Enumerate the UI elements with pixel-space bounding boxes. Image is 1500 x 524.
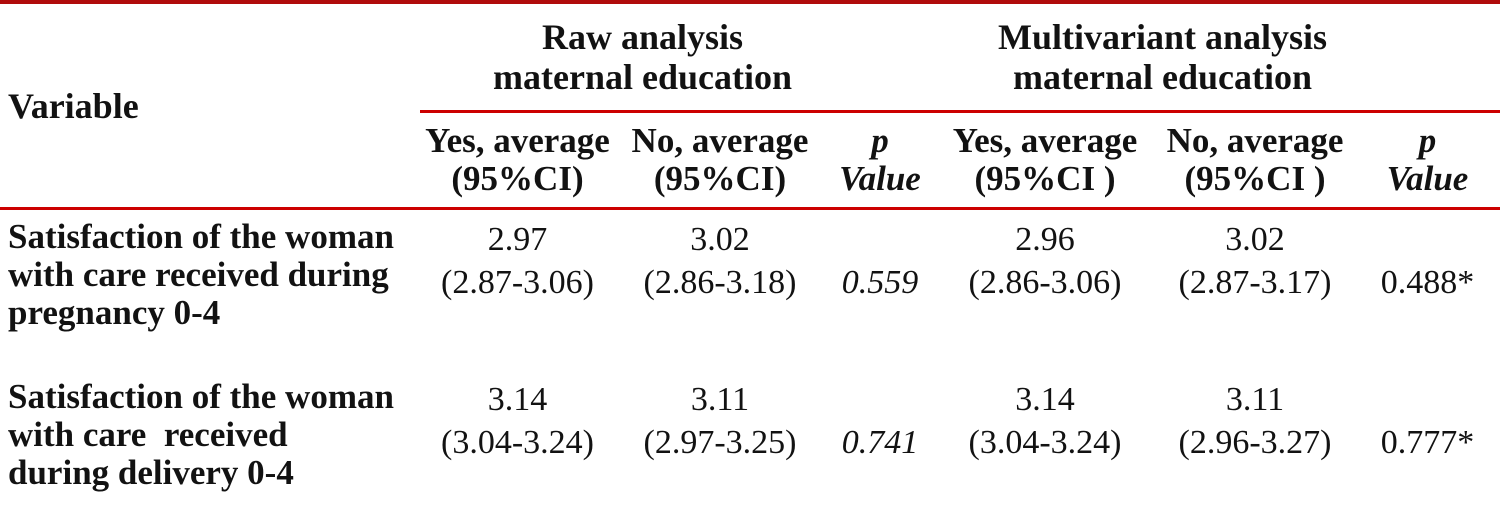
ci-value: (2.97-3.25): [643, 424, 797, 461]
sub-header-multi-yes: Yes, average (95%CI ): [935, 111, 1156, 210]
row2-multi-yes-cell: 3.14 (3.04-3.24): [935, 370, 1155, 524]
column-header-variable: Variable: [0, 2, 420, 210]
mean-value: 3.02: [1225, 221, 1285, 258]
mean-value: 3.11: [1225, 381, 1285, 418]
sub-header-raw-no: No, average (95%CI): [615, 111, 825, 210]
table-row-delivery: Satisfaction of the woman with care rece…: [0, 370, 1500, 524]
sub-header-multi-no: No, average (95%CI ): [1155, 111, 1356, 210]
p-value: 0.741: [841, 424, 919, 461]
sub-header-raw-yes-line1: Yes, average: [425, 121, 610, 160]
ci-value: (2.87-3.17): [1178, 264, 1332, 301]
mean-value: 3.02: [690, 221, 750, 258]
mean-value: 3.14: [1015, 381, 1075, 418]
group-header-multivariant-analysis: Multivariant analysis maternal education: [935, 2, 1500, 113]
sub-header-multi-no-line2: (95%CI ): [1184, 159, 1326, 198]
ci-value: (2.86-3.18): [643, 264, 797, 301]
row1-raw-pvalue-cell: 0.559: [825, 209, 935, 371]
sub-header-multi-p-line2: Value: [1386, 159, 1469, 198]
p-value: 0.559: [841, 264, 919, 301]
sub-header-raw-yes: Yes, average (95%CI): [420, 111, 615, 210]
p-value: 0.777*: [1380, 424, 1475, 461]
row2-raw-pvalue-cell: 0.741: [825, 370, 935, 524]
ci-value: (2.87-3.06): [441, 264, 594, 301]
sub-header-raw-no-line1: No, average: [631, 121, 809, 160]
group-header-multi-line2: maternal education: [1013, 57, 1312, 97]
sub-header-raw-pvalue: p Value: [825, 111, 936, 210]
sub-header-row: Yes, average (95%CI) No, average (95%CI)…: [0, 111, 1500, 210]
row1-raw-yes-cell: 2.97 (2.87-3.06): [420, 209, 615, 371]
mean-value: 3.11: [690, 381, 750, 418]
sub-header-multi-no-line1: No, average: [1166, 121, 1344, 160]
row2-multi-no-cell: 3.11 (2.96-3.27): [1155, 370, 1355, 524]
sub-header-raw-p-line2: Value: [839, 159, 921, 198]
p-value: 0.488*: [1380, 264, 1475, 301]
ci-value: (3.04-3.24): [968, 424, 1122, 461]
group-header-row: Variable Raw analysis maternal education…: [0, 2, 1500, 210]
sub-header-multi-pvalue: p Value: [1355, 111, 1500, 210]
row2-variable-line1: Satisfaction of the woman: [8, 377, 394, 416]
ci-value: (2.96-3.27): [1178, 424, 1332, 461]
group-header-raw-line1: Raw analysis: [541, 17, 744, 57]
row1-variable-line2: with care received during: [8, 255, 389, 294]
row1-variable-line1: Satisfaction of the woman: [8, 217, 394, 256]
sub-header-multi-yes-line1: Yes, average: [952, 121, 1138, 160]
sub-header-raw-no-line2: (95%CI): [653, 159, 787, 198]
group-header-raw-analysis: Raw analysis maternal education: [420, 2, 936, 113]
ci-value: (3.04-3.24): [441, 424, 594, 461]
row1-raw-no-cell: 3.02 (2.86-3.18): [615, 209, 825, 371]
sub-header-multi-yes-line2: (95%CI ): [974, 159, 1116, 198]
mean-value: 2.96: [1015, 221, 1075, 258]
group-header-raw-line2: maternal education: [493, 57, 792, 97]
row2-variable-label: Satisfaction of the woman with care rece…: [0, 370, 420, 524]
ci-value: (2.86-3.06): [968, 264, 1122, 301]
row1-variable-line3: pregnancy 0-4: [8, 293, 221, 332]
group-header-multi-line1: Multivariant analysis: [998, 17, 1328, 57]
sub-header-raw-yes-line2: (95%CI): [451, 159, 584, 198]
row2-multi-pvalue-cell: 0.777*: [1355, 370, 1500, 524]
row2-raw-no-cell: 3.11 (2.97-3.25): [615, 370, 825, 524]
row1-variable-label: Satisfaction of the woman with care rece…: [0, 209, 420, 371]
sub-header-multi-p-line1: p: [1418, 121, 1437, 160]
row1-multi-pvalue-cell: 0.488*: [1355, 209, 1500, 371]
row2-variable-line2: with care received: [8, 415, 288, 454]
sub-header-raw-p-line1: p: [871, 121, 889, 160]
row2-variable-line3: during delivery 0-4: [8, 453, 294, 492]
row1-multi-yes-cell: 2.96 (2.86-3.06): [935, 209, 1155, 371]
mean-value: 2.97: [487, 221, 548, 258]
mean-value: 3.14: [487, 381, 548, 418]
table-row-pregnancy: Satisfaction of the woman with care rece…: [0, 209, 1500, 371]
row1-multi-no-cell: 3.02 (2.87-3.17): [1155, 209, 1355, 371]
row2-raw-yes-cell: 3.14 (3.04-3.24): [420, 370, 615, 524]
